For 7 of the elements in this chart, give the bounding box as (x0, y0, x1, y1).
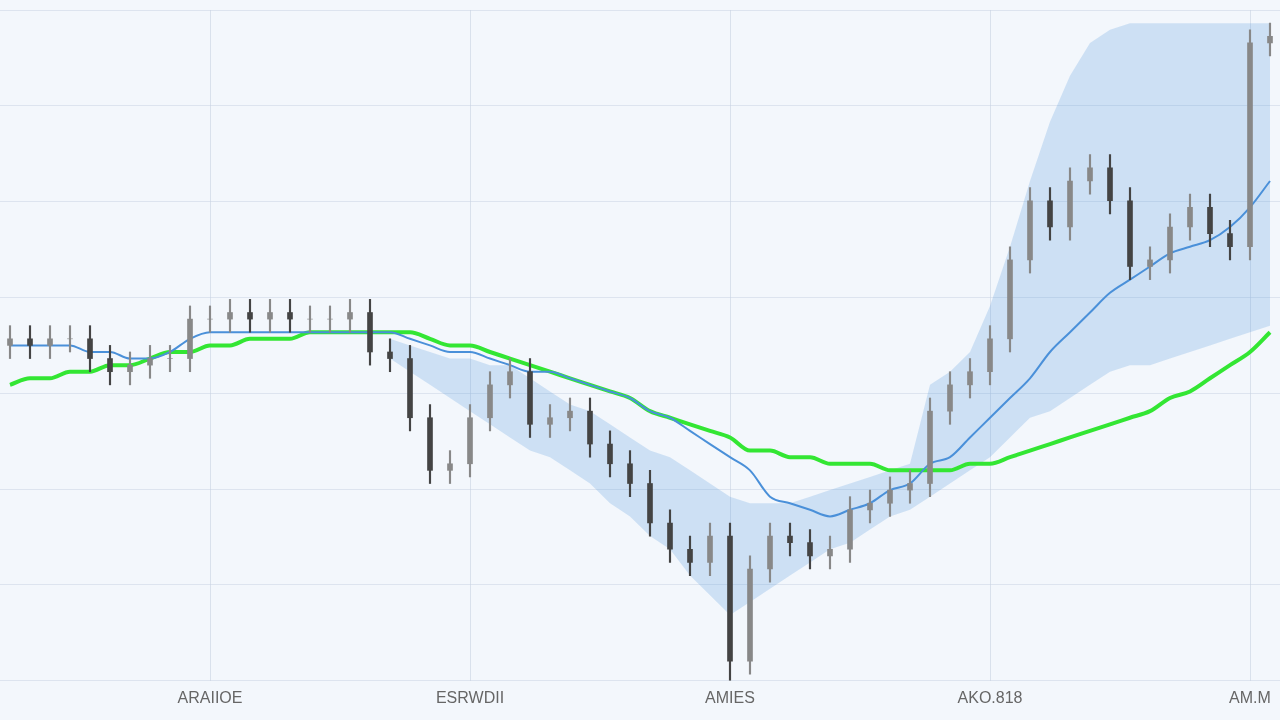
x-tick-label: AKO.818 (957, 688, 1023, 706)
x-tick-label: ARAIIOE (177, 688, 243, 706)
candlestick (167, 345, 173, 373)
candlestick (67, 325, 73, 353)
x-tick-label: AM.M (1229, 688, 1271, 706)
x-tick-label: AMIES (705, 688, 755, 706)
x-tick-label: ESRWDII (435, 688, 505, 706)
